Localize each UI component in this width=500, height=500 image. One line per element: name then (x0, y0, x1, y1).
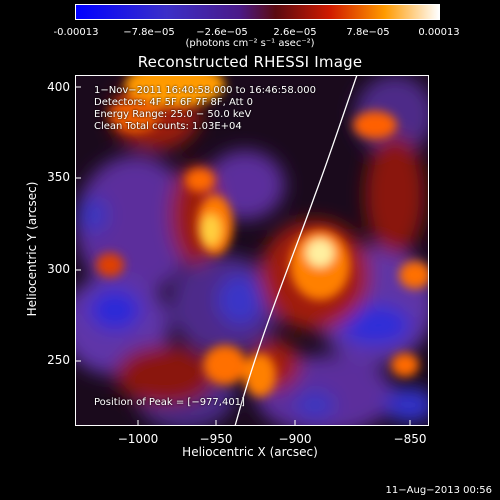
energy-range-label: Energy Range: 25.0 − 50.0 keV (94, 109, 252, 120)
x-tick-label: −950 (199, 432, 233, 446)
plot-frame (75, 75, 429, 426)
y-tick-label: 250 (47, 353, 70, 367)
y-tick-label: 300 (47, 262, 70, 276)
x-tick-label: −900 (278, 432, 312, 446)
y-tick-label: 400 (47, 80, 70, 94)
rhessi-image (75, 75, 429, 426)
colorbar (75, 4, 440, 20)
footer-date: 11−Aug−2013 00:56 (385, 485, 492, 496)
peak-position-label: Position of Peak = [−977,401] (94, 397, 245, 408)
colorbar-units: (photons cm⁻² s⁻¹ asec⁻²) (185, 38, 315, 49)
axis-ticks (75, 86, 411, 426)
clean-counts-label: Clean Total counts: 1.03E+04 (94, 121, 242, 132)
y-axis-title: Heliocentric Y (arcsec) (25, 181, 39, 317)
detectors-label: Detectors: 4F 5F 6F 7F 8F, Att 0 (94, 97, 254, 108)
x-tick-label: −850 (393, 432, 427, 446)
colorbar-tick: −2.6e−05 (196, 27, 248, 38)
y-tick-label: 350 (47, 170, 70, 184)
x-tick-label: −1000 (117, 432, 159, 446)
time-range-label: 1−Nov−2011 16:40:58.000 to 16:46:58.000 (94, 85, 317, 96)
colorbar-tick: -0.00013 (53, 27, 99, 38)
x-axis-title: Heliocentric X (arcsec) (182, 445, 318, 459)
colorbar-tick: 2.6e−05 (273, 27, 317, 38)
image-title: Reconstructed RHESSI Image (137, 53, 363, 71)
colorbar-tick: 0.00013 (418, 27, 460, 38)
colorbar-tick: 7.8e−05 (346, 27, 390, 38)
colorbar-tick: −7.8e−05 (123, 27, 175, 38)
